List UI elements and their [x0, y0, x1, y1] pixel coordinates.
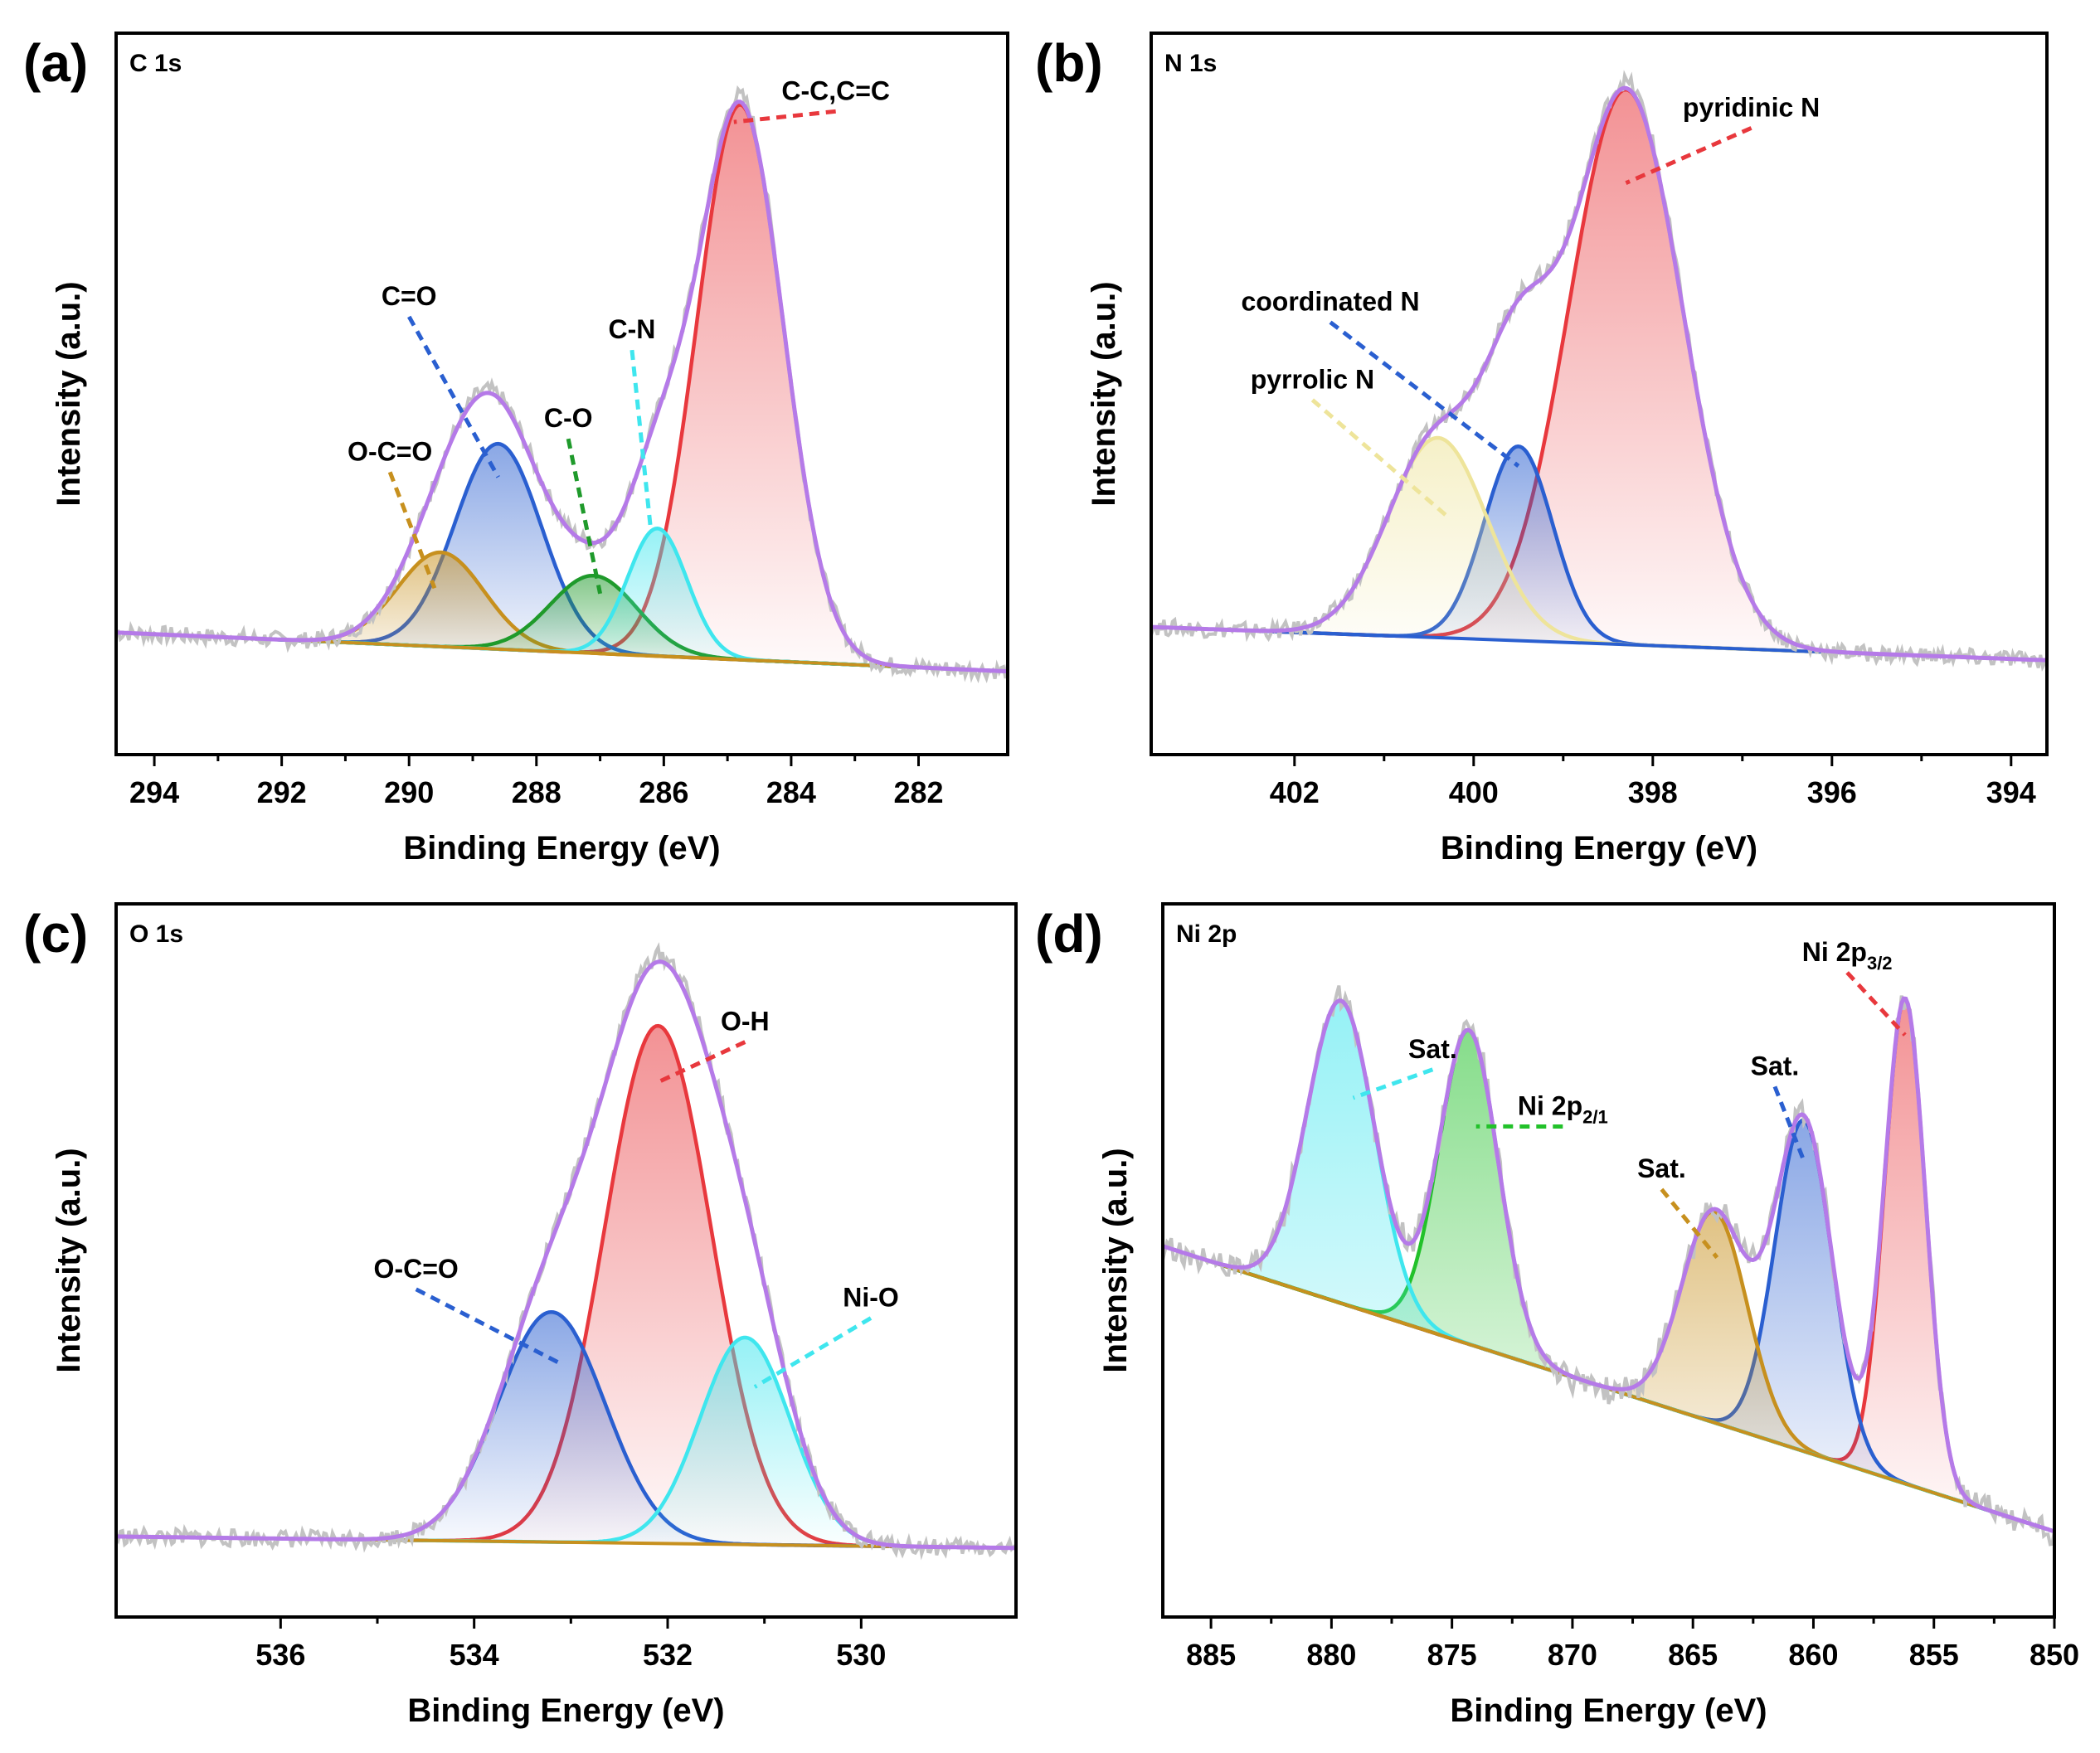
x-tick-label-b-0: 402 — [1270, 775, 1320, 809]
peak-label-a-1: C=O — [382, 281, 437, 311]
peak-fill-a-0 — [116, 104, 1008, 672]
envelope-fit-b — [1151, 85, 2047, 663]
y-axis-title-d: Intensity (a.u.) — [1097, 1148, 1134, 1372]
peak-label-b-0: pyridinic N — [1683, 92, 1820, 122]
peak-fill-d-1 — [1163, 1120, 2054, 1532]
peak-fill-c-2 — [116, 1338, 1016, 1548]
x-tick-label-b-3: 396 — [1807, 775, 1857, 809]
x-tick-label-a-4: 286 — [639, 775, 688, 809]
x-tick-label-d-5: 860 — [1788, 1638, 1838, 1672]
peak-label-d-0: Ni 2p3/2 — [1802, 937, 1893, 974]
plot-frame-c — [114, 902, 1018, 1619]
plot-area-a — [116, 85, 1008, 683]
peak-label-b-2: pyrrolic N — [1251, 364, 1374, 394]
peak-leader-b-2 — [1310, 398, 1449, 518]
peak-leader-b-0 — [1625, 126, 1752, 185]
peak-leader-d-4 — [1352, 1067, 1434, 1100]
x-tick-label-b-4: 394 — [1986, 775, 2036, 809]
x-tick-label-a-2: 290 — [384, 775, 434, 809]
x-tick-label-d-2: 875 — [1427, 1638, 1477, 1672]
plot-area-b — [1151, 70, 2047, 672]
x-axis-title-a: Binding Energy (eV) — [403, 830, 720, 867]
peak-leader-a-3 — [566, 438, 603, 595]
plot-frame-d — [1161, 902, 2056, 1619]
x-axis-title-b: Binding Energy (eV) — [1441, 830, 1757, 867]
plot-area-c — [116, 942, 1016, 1561]
peak-label-a-0: C-C,C=C — [781, 75, 890, 105]
panel-c: 536 534 532 530 Binding Energy (eV) Intensity… — [51, 902, 1018, 1729]
panel-a: 294 292 290 288 286 284 282 Binding Energy (eV)… — [51, 32, 1009, 867]
peak-fill-a-3 — [116, 575, 1008, 672]
plot-frame-a — [114, 32, 1009, 756]
peak-leader-a-1 — [407, 315, 500, 478]
x-tick-label-b-1: 400 — [1449, 775, 1499, 809]
x-axis-title-d: Binding Energy (eV) — [1450, 1692, 1767, 1729]
peak-leader-d-2 — [1660, 1187, 1719, 1260]
x-tick-label-a-0: 294 — [129, 775, 179, 809]
panel-label-d: (d) — [1035, 904, 1103, 964]
peak-label-b-1: coordinated N — [1241, 287, 1419, 317]
peak-leader-d-1 — [1772, 1085, 1806, 1162]
peak-leader-c-1 — [415, 1287, 562, 1367]
peak-fill-b-2 — [1151, 438, 2047, 661]
y-axis-title-c: Intensity (a.u.) — [51, 1148, 87, 1372]
peak-fill-d-4 — [1163, 1000, 2054, 1532]
peak-label-c-0: O-H — [721, 1007, 770, 1037]
core-level-label-d: Ni 2p — [1176, 920, 1237, 948]
plot-area-d — [1163, 985, 2054, 1547]
peak-label-a-4: C-N — [609, 314, 656, 344]
x-axis-title-c: Binding Energy (eV) — [407, 1692, 724, 1729]
core-level-label-a: C 1s — [129, 50, 182, 77]
x-tick-label-d-7: 850 — [2030, 1638, 2079, 1672]
x-tick-label-c-0: 536 — [255, 1638, 305, 1672]
x-tick-label-a-6: 282 — [893, 775, 943, 809]
x-tick-label-a-5: 284 — [766, 775, 816, 809]
x-tick-label-c-1: 534 — [450, 1638, 499, 1672]
envelope-fit-c — [116, 959, 1016, 1551]
peak-leader-a-4 — [630, 349, 654, 533]
peak-label-a-3: C-O — [544, 403, 593, 433]
x-tick-label-d-4: 865 — [1668, 1638, 1718, 1672]
panel-b: 402 400 398 396 394 Binding Energy (eV) Intens… — [1086, 32, 2049, 867]
peak-label-d-3: Ni 2p2/1 — [1518, 1091, 1608, 1128]
x-tick-label-d-6: 855 — [1909, 1638, 1959, 1672]
peak-fill-c-1 — [116, 1312, 1016, 1548]
x-tick-label-c-2: 532 — [643, 1638, 693, 1672]
peak-leader-a-2 — [387, 471, 437, 590]
x-tick-label-d-3: 870 — [1548, 1638, 1597, 1672]
envelope-fit-d — [1163, 996, 2054, 1534]
panel-d: 885 880 875 870 865 860 855 850 Binding Energy (… — [1097, 902, 2079, 1729]
peak-label-a-2: O-C=O — [348, 436, 432, 466]
x-tick-label-b-2: 398 — [1628, 775, 1678, 809]
y-axis-title-b: Intensity (a.u.) — [1086, 281, 1122, 506]
x-tick-label-c-3: 530 — [836, 1638, 886, 1672]
peak-label-d-4: Sat. — [1408, 1034, 1457, 1064]
peak-leader-d-0 — [1845, 971, 1907, 1037]
peak-leader-a-0 — [733, 109, 836, 124]
panel-label-a: (a) — [23, 33, 88, 93]
envelope-fit-a — [116, 100, 1008, 674]
peak-label-c-2: Ni-O — [843, 1282, 899, 1312]
peak-leader-b-1 — [1329, 320, 1520, 468]
core-level-label-b: N 1s — [1164, 50, 1217, 77]
x-tick-label-a-3: 288 — [512, 775, 561, 809]
core-level-label-c: O 1s — [129, 920, 183, 948]
plot-frame-b — [1150, 32, 2049, 756]
peak-label-d-2: Sat. — [1637, 1153, 1686, 1183]
peak-label-d-1: Sat. — [1751, 1051, 1800, 1080]
panel-label-b: (b) — [1035, 33, 1103, 93]
y-axis-title-a: Intensity (a.u.) — [51, 281, 87, 506]
peak-label-c-1: O-C=O — [374, 1254, 459, 1284]
x-tick-label-a-1: 292 — [257, 775, 307, 809]
panel-label-c: (c) — [23, 904, 88, 964]
peak-fill-b-0 — [1151, 90, 2047, 661]
x-tick-label-d-0: 885 — [1186, 1638, 1236, 1672]
peak-leader-c-2 — [753, 1316, 873, 1389]
x-tick-label-d-1: 880 — [1306, 1638, 1356, 1672]
